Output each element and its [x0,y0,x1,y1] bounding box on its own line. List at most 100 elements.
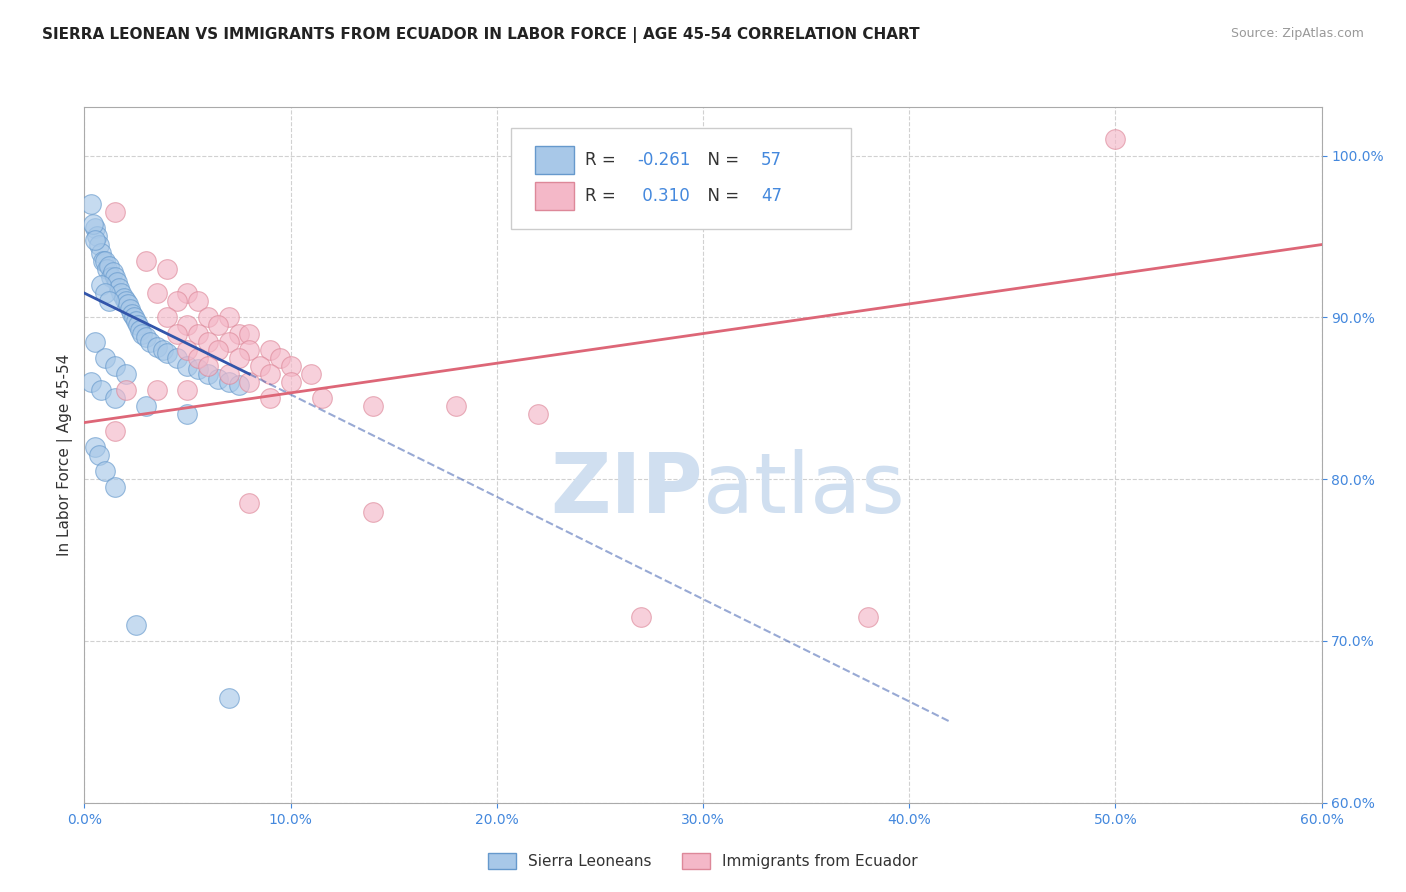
Point [100,269,122,284]
Point [207,318,229,333]
Point [176,359,198,373]
Point [135,330,157,344]
Text: 0.310: 0.310 [637,187,690,205]
Point [856,609,879,624]
Point [125,617,148,632]
Text: atlas: atlas [703,450,904,530]
Point [361,504,384,518]
Point [112,291,135,305]
Point [259,343,281,357]
Point [299,367,322,381]
Point [1104,132,1126,146]
Point [361,400,384,414]
Point [197,334,219,349]
Point [127,318,149,333]
FancyBboxPatch shape [534,182,574,210]
Point [104,392,127,406]
Point [187,294,209,309]
Point [166,326,188,341]
Point [90,245,112,260]
Point [156,346,179,360]
Point [135,400,157,414]
Point [311,392,333,406]
Point [187,326,209,341]
Point [166,294,188,309]
Point [105,275,128,289]
Text: 47: 47 [761,187,782,205]
Text: R =: R = [585,187,621,205]
Point [176,343,198,357]
Point [125,313,148,327]
Point [83,233,105,247]
Point [104,269,127,284]
Point [121,307,143,321]
Point [139,334,162,349]
Point [83,440,105,454]
Point [98,294,121,309]
Point [444,400,467,414]
Text: 57: 57 [761,151,782,169]
Point [176,383,198,397]
Point [527,408,550,422]
Point [207,343,229,357]
Point [82,217,104,231]
Point [94,464,117,478]
Point [94,351,117,365]
Point [269,351,291,365]
Y-axis label: In Labor Force | Age 45-54: In Labor Force | Age 45-54 [58,354,73,556]
Point [87,237,110,252]
Point [156,310,179,325]
Point [86,229,108,244]
Point [197,359,219,373]
Text: N =: N = [697,151,744,169]
Point [131,326,153,341]
Point [249,359,271,373]
Point [87,448,110,462]
Point [122,310,145,325]
Point [83,334,105,349]
Point [90,278,112,293]
Point [176,318,198,333]
Point [218,334,240,349]
Point [197,367,219,381]
Point [83,221,105,235]
Point [166,351,188,365]
Point [228,378,250,392]
Point [228,326,250,341]
Point [94,286,117,301]
Point [79,197,101,211]
Point [118,302,141,317]
Point [238,496,260,510]
Text: -0.261: -0.261 [637,151,690,169]
Point [110,286,132,301]
Point [114,294,136,309]
Point [117,297,139,311]
Point [108,281,131,295]
Point [187,362,209,376]
Point [630,609,652,624]
Point [145,339,167,353]
Point [103,265,125,279]
Text: R =: R = [585,151,621,169]
Point [280,359,302,373]
Text: Source: ZipAtlas.com: Source: ZipAtlas.com [1230,27,1364,40]
Legend: Sierra Leoneans, Immigrants from Ecuador: Sierra Leoneans, Immigrants from Ecuador [482,847,924,875]
Point [238,326,260,341]
Point [176,286,198,301]
Point [207,372,229,386]
Point [94,253,117,268]
Text: SIERRA LEONEAN VS IMMIGRANTS FROM ECUADOR IN LABOR FORCE | AGE 45-54 CORRELATION: SIERRA LEONEAN VS IMMIGRANTS FROM ECUADO… [42,27,920,43]
Point [104,359,127,373]
Point [187,351,209,365]
Point [218,690,240,705]
Point [104,480,127,494]
Text: ZIP: ZIP [551,450,703,530]
FancyBboxPatch shape [534,146,574,174]
Point [145,383,167,397]
Point [218,310,240,325]
Point [176,408,198,422]
Point [259,392,281,406]
Point [152,343,174,357]
Point [90,383,112,397]
Point [259,367,281,381]
